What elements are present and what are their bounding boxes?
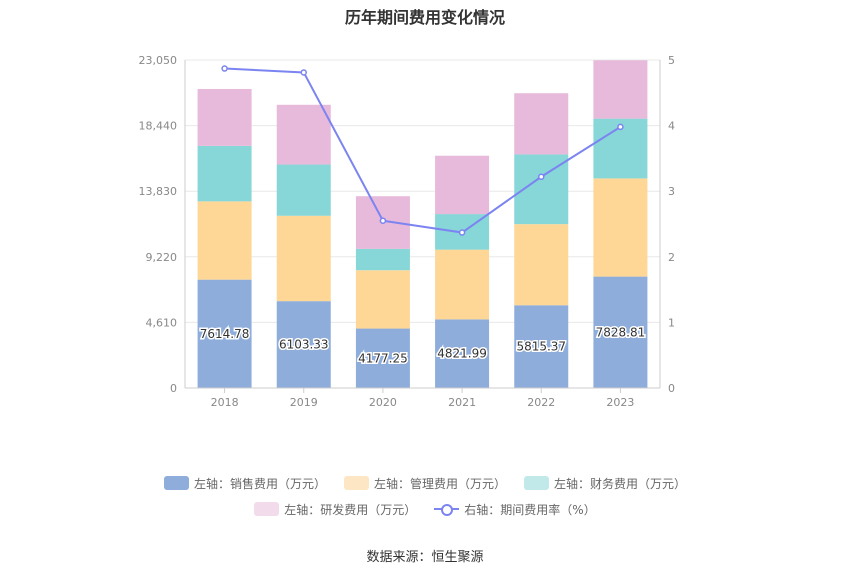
legend-swatch-sales xyxy=(163,476,189,490)
line-layer xyxy=(221,65,624,236)
x-tick-label: 2021 xyxy=(448,396,476,409)
legend-swatch-rate xyxy=(434,502,460,516)
rate-point xyxy=(379,217,387,224)
legend-item-sales[interactable]: 左轴：销售费用（万元） xyxy=(163,472,326,494)
legend: 左轴：销售费用（万元） 左轴：管理费用（万元） 左轴：财务费用（万元） 左轴：研… xyxy=(0,472,850,524)
legend-label-sales: 左轴：销售费用（万元） xyxy=(193,476,326,491)
bar-segment xyxy=(355,328,410,388)
bar-segment xyxy=(435,155,490,215)
bar-segment xyxy=(514,224,569,306)
legend-label-rate: 右轴：期间费用率（%） xyxy=(464,502,596,517)
legend-item-rate[interactable]: 右轴：期间费用率（%） xyxy=(434,498,596,520)
bar-segment xyxy=(514,93,569,155)
rate-point xyxy=(221,65,228,72)
axes: 0 4,610 9,220 13,830 18,440 23,050 0 1 2 3 4 5 2018 2… xyxy=(139,54,676,409)
gridlines xyxy=(185,59,660,323)
bar-segment xyxy=(355,248,410,271)
left-tick-label: 18,440 xyxy=(139,120,178,133)
rate-line xyxy=(224,67,621,234)
left-tick-label: 23,050 xyxy=(139,54,178,67)
bar-segment xyxy=(276,301,331,388)
right-tick-label: 5 xyxy=(668,54,675,67)
legend-swatch-finance xyxy=(524,476,549,490)
legend-swatch-admin xyxy=(343,476,369,490)
bar-segment xyxy=(514,305,569,388)
bar-segment xyxy=(276,104,331,165)
bar-data-label: 7614.78 xyxy=(200,327,250,341)
bar-segment xyxy=(197,145,252,202)
rate-point xyxy=(617,123,624,131)
legend-swatch-rnd xyxy=(254,502,280,516)
legend-label-admin: 左轴：管理费用（万元） xyxy=(373,476,506,491)
bar-segment xyxy=(435,319,490,388)
bar-segment xyxy=(197,279,252,388)
right-tick-label: 4 xyxy=(668,120,675,133)
bar-segment xyxy=(593,60,648,119)
right-tick-label: 2 xyxy=(668,251,675,264)
bar-segment xyxy=(276,215,331,302)
bar-data-label: 6103.33 xyxy=(279,338,329,352)
data-source: 数据来源：恒生聚源 xyxy=(366,550,484,565)
right-tick-label: 3 xyxy=(668,185,675,198)
left-tick-label: 13,830 xyxy=(139,185,178,198)
left-tick-label: 4,610 xyxy=(146,316,178,329)
bar-layer xyxy=(197,60,648,388)
legend-item-rnd[interactable]: 左轴：研发费用（万元） xyxy=(254,498,416,520)
data-labels: 7614.78 6103.33 4177.25 4821.99 5815.37 7828.… xyxy=(198,324,646,367)
legend-label-finance: 左轴：财务费用（万元） xyxy=(554,476,687,491)
x-tick-label: 2020 xyxy=(369,396,397,409)
legend-item-finance[interactable]: 左轴：财务费用（万元） xyxy=(524,472,686,494)
bar-segment xyxy=(197,201,252,280)
rate-point xyxy=(300,69,307,76)
bar-data-label: 4821.99 xyxy=(437,347,487,361)
chart-plot: 0 4,610 9,220 13,830 18,440 23,050 0 1 2 3 4 5 2018 2… xyxy=(139,54,676,409)
bar-data-label: 7828.81 xyxy=(596,325,646,339)
legend-item-admin[interactable]: 左轴：管理费用（万元） xyxy=(343,472,506,494)
x-tick-label: 2023 xyxy=(606,396,634,409)
bar-segment xyxy=(197,88,252,146)
bar-segment xyxy=(276,164,331,216)
x-tick-label: 2019 xyxy=(290,396,318,409)
x-tick-label: 2018 xyxy=(211,396,239,409)
bar-segment xyxy=(593,276,648,388)
right-tick-label: 1 xyxy=(668,316,675,329)
rate-point xyxy=(458,229,466,236)
bar-data-label: 5815.37 xyxy=(516,340,566,354)
chart-title: 历年期间费用变化情况 xyxy=(344,8,505,27)
right-tick-label: 0 xyxy=(668,382,675,395)
bar-segment xyxy=(435,249,490,320)
x-tick-label: 2022 xyxy=(527,396,555,409)
bar-data-label: 4177.25 xyxy=(358,351,408,365)
left-tick-label: 9,220 xyxy=(146,251,178,264)
left-tick-label: 0 xyxy=(170,382,177,395)
bar-segment xyxy=(593,178,648,277)
bar-segment xyxy=(355,270,410,329)
legend-label-rnd: 左轴：研发费用（万元） xyxy=(284,502,417,517)
rate-point xyxy=(538,173,545,181)
